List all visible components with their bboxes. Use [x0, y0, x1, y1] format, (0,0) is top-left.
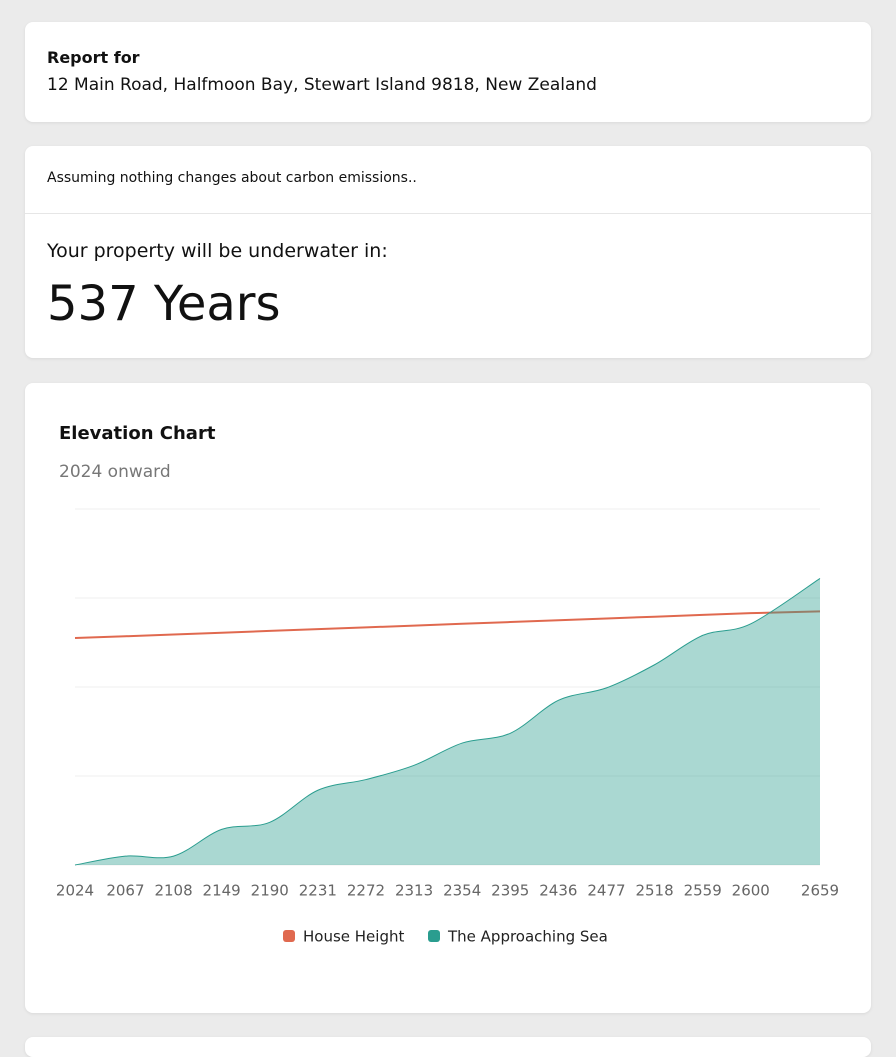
- question: Your property will be underwater in:: [47, 240, 388, 262]
- divider: [25, 213, 871, 214]
- line: [74, 578, 821, 866]
- x-tick-label: 2067: [106, 882, 144, 900]
- x-tick-label: 2600: [732, 882, 770, 900]
- x-tick-label: 2518: [635, 882, 673, 900]
- legend-marker: [283, 930, 295, 942]
- x-tick-label: 2313: [395, 882, 433, 900]
- chart-title: Elevation Chart: [59, 423, 216, 444]
- assumption: Assuming nothing changes about carbon em…: [47, 170, 417, 186]
- x-tick-label: 2395: [491, 882, 529, 900]
- x-tick-label: 2108: [154, 882, 192, 900]
- chart-subtitle: 2024 onward: [59, 462, 171, 482]
- chart: Elevation Chart 2024 onward 2024 2067 2108…: [56, 423, 839, 946]
- legend-label: The Approaching Sea: [447, 928, 608, 946]
- x-tick-label: 2477: [587, 882, 625, 900]
- line: [74, 610, 821, 640]
- chart-card: Elevation Chart 2024 onward 2024 2067 2108…: [25, 383, 871, 1013]
- x-tick-label: 2231: [299, 882, 337, 900]
- x-tick-label: 2024: [56, 882, 94, 900]
- x-tick-label: 2559: [684, 882, 722, 900]
- legend-marker: [428, 930, 440, 942]
- next-card: [25, 1037, 871, 1057]
- forecast-card: Assuming nothing changes about carbon em…: [25, 146, 871, 358]
- x-tick-label: 2354: [443, 882, 481, 900]
- x-tick-label: 2659: [801, 882, 839, 900]
- area: [75, 578, 820, 865]
- report-address: 12 Main Road, Halfmoon Bay, Stewart Isla…: [47, 75, 597, 95]
- report-label: Report for: [47, 48, 140, 67]
- x-tick-label: 2436: [539, 882, 577, 900]
- report-card: Report for 12 Main Road, Halfmoon Bay, S…: [25, 22, 871, 122]
- x-tick-label: 2149: [203, 882, 241, 900]
- x-tick-label: 2272: [347, 882, 385, 900]
- result: 537 Years: [47, 276, 281, 332]
- legend-label: House Height: [303, 928, 404, 946]
- x-tick-label: 2190: [251, 882, 289, 900]
